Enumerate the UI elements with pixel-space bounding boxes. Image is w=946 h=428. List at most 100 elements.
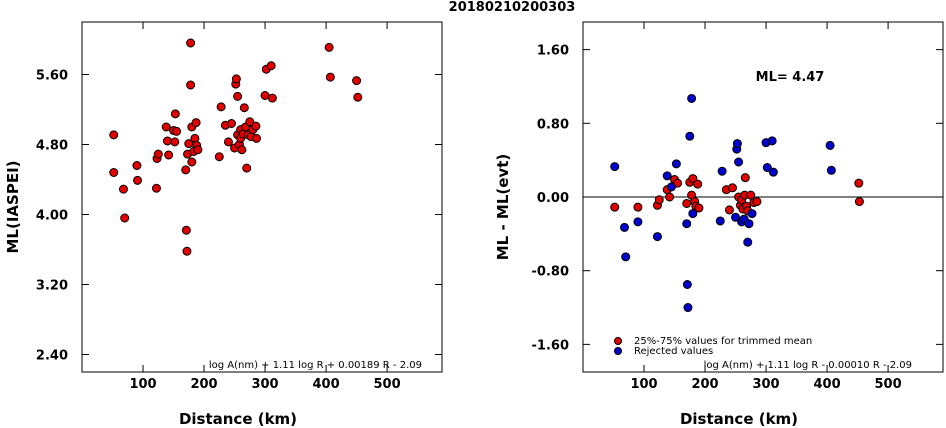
- chart2-data-point: [652, 232, 662, 242]
- chart1-data-point: [216, 102, 226, 112]
- chart1-data-point: [186, 38, 196, 48]
- chart2-legend-marker: [614, 337, 622, 345]
- chart1-data-point: [161, 122, 171, 132]
- chart2-data-point: [683, 303, 693, 313]
- chart1-data-point: [245, 117, 255, 127]
- chart2-series-1: [610, 173, 864, 216]
- chart1-xtick-label: 200: [190, 377, 217, 392]
- chart2-data-point: [732, 139, 742, 149]
- chart1-xtick-label: 100: [129, 377, 156, 392]
- chart1-ytick-label: 4.80: [36, 139, 68, 154]
- chart2-xtick-label: 200: [691, 377, 718, 392]
- chart1-data-point: [151, 183, 161, 193]
- chart2-data-point: [767, 136, 777, 146]
- chart1-data-point: [170, 109, 180, 119]
- chart2-ytick-label: 0.00: [537, 191, 569, 206]
- chart1-data-point: [352, 76, 362, 86]
- chart1-data-point: [133, 175, 143, 185]
- chart2-data-point: [633, 217, 643, 227]
- chart2-data-point: [682, 219, 692, 229]
- chart2-data-point: [724, 205, 734, 215]
- chart2-data-point: [762, 163, 772, 173]
- chart1-data-point: [266, 61, 276, 71]
- chart2-data-point: [752, 197, 762, 207]
- chart1-data-point: [325, 72, 335, 82]
- chart1-data-point: [109, 130, 119, 140]
- chart1-data-point: [353, 92, 363, 102]
- chart1-data-point: [223, 137, 233, 147]
- chart1-data-point: [181, 165, 191, 175]
- chart2-data-point: [662, 171, 672, 181]
- figure-title: 20180210200303: [449, 0, 576, 15]
- chart2-data-point: [854, 178, 864, 188]
- chart1-data-point: [170, 137, 180, 147]
- chart2-data-point: [633, 202, 643, 212]
- chart2-xtick-label: 300: [752, 377, 779, 392]
- chart1-data-point: [237, 145, 247, 155]
- chart1-data-point: [153, 149, 163, 159]
- chart2-legend-marker: [614, 347, 622, 355]
- chart2-ytick-label: -0.80: [532, 265, 569, 280]
- chart2-series-2: [610, 93, 836, 313]
- chart2-ytick-label: 1.60: [537, 44, 569, 59]
- chart2-data-point: [654, 195, 664, 205]
- chart1-data-point: [324, 42, 334, 52]
- chart2-data-point: [854, 197, 864, 207]
- chart2-data-point: [744, 219, 754, 229]
- chart2-data-point: [826, 165, 836, 175]
- chart1-data-point: [242, 163, 252, 173]
- chart2-x-axis-label: Distance (km): [680, 410, 798, 428]
- chart2-data-point: [734, 157, 744, 167]
- chart2-data-point: [682, 280, 692, 289]
- chart1-data-point: [132, 161, 142, 170]
- chart1-data-point: [233, 91, 243, 101]
- chart1-data-point: [182, 246, 192, 256]
- chart2-data-point: [740, 173, 750, 183]
- chart1-data-point: [120, 213, 130, 223]
- chart1-ytick-label: 4.00: [36, 209, 68, 224]
- chart1-data-point: [260, 91, 270, 100]
- chart1-ytick-label: 3.20: [36, 279, 68, 294]
- chart1-data-point: [226, 119, 236, 128]
- chart2-data-point: [727, 183, 737, 193]
- chart2-xtick-label: 400: [813, 377, 840, 392]
- chart1-data-point: [251, 121, 261, 131]
- chart2-data-point: [671, 159, 681, 169]
- chart1-data-point: [162, 136, 172, 146]
- chart1-data-point: [186, 80, 196, 90]
- chart2-data-point: [694, 203, 704, 213]
- chart2-data-point: [731, 212, 741, 222]
- chart2-ytick-label: 0.80: [537, 117, 569, 132]
- chart2-data-point: [687, 93, 697, 103]
- chart2-ytick-label: -1.60: [532, 338, 569, 353]
- chart2-data-point: [665, 192, 675, 202]
- chart2-formula-text: log A(nm) + 1.11 log R - 0.00010 R - 2.0…: [704, 360, 912, 371]
- chart2-legend-label: Rejected values: [634, 346, 713, 357]
- chart2-y-axis-label: ML - ML(evt): [494, 154, 512, 260]
- chart1-data-point: [214, 152, 224, 162]
- chart1-data-point: [267, 93, 277, 103]
- chart1-plot-frame: [81, 21, 443, 373]
- chart2-legend-label: 25%-75% values for trimmed mean: [634, 336, 812, 347]
- chart2-legend: 25%-75% values for trimmed meanRejected …: [614, 336, 812, 357]
- chart1-series-1: [109, 38, 363, 256]
- chart2-data-point: [825, 140, 835, 150]
- chart2-data-point: [610, 202, 620, 212]
- chart1-ytick-label: 5.60: [36, 69, 68, 84]
- chart1-data-point: [164, 150, 174, 160]
- chart1-ytick-label: 2.40: [36, 349, 68, 364]
- chart1-data-point: [193, 145, 203, 155]
- chart2-data-point: [688, 174, 698, 184]
- chart1-xtick-label: 400: [312, 377, 339, 392]
- chart2-data-point: [717, 166, 727, 176]
- chart2-data-point: [685, 131, 695, 141]
- chart1-data-point: [252, 133, 262, 143]
- chart1-y-axis-label: ML(IASPEI): [4, 160, 22, 253]
- chart1-data-point: [239, 103, 249, 113]
- chart2-ml-annotation: ML= 4.47: [756, 70, 825, 85]
- chart2-data-point: [610, 162, 620, 172]
- chart2-data-point: [715, 216, 725, 226]
- chart1-x-axis-label: Distance (km): [179, 410, 297, 428]
- chart1-data-point: [187, 157, 197, 167]
